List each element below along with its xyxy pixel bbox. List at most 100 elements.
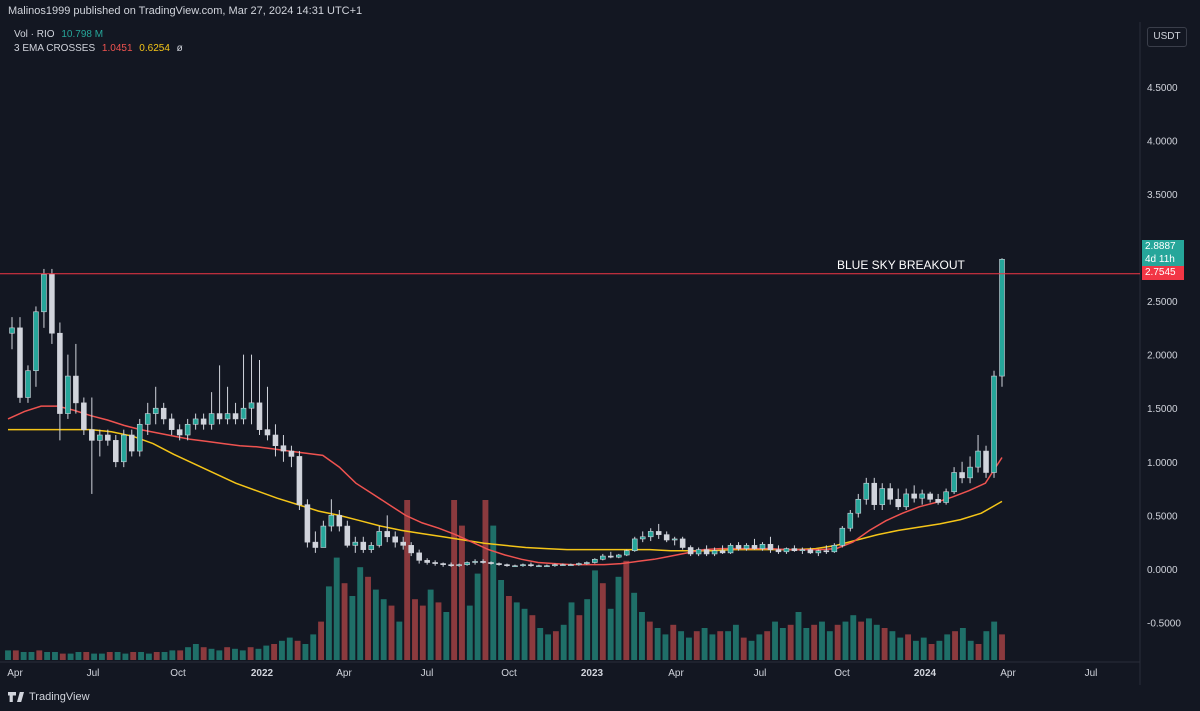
tradingview-brand[interactable]: TradingView	[8, 691, 90, 703]
candle-body	[152, 407, 159, 414]
volume-bar	[701, 628, 708, 660]
volume-bar	[192, 644, 199, 660]
candle-body	[911, 493, 917, 499]
candle-body	[887, 488, 894, 500]
currency-selector[interactable]: USDT	[1147, 27, 1187, 47]
volume-bar	[732, 624, 739, 660]
volume-bar	[529, 615, 536, 660]
volume-bar	[952, 631, 958, 660]
candle-body	[17, 327, 23, 398]
candle-body	[136, 423, 143, 452]
candle-body	[679, 538, 686, 548]
volume-bar	[169, 650, 176, 660]
candle-body	[943, 491, 949, 503]
candle-body	[81, 402, 87, 430]
candle-body	[304, 504, 311, 543]
volume-bar	[28, 652, 35, 660]
candle-body	[328, 515, 335, 527]
candle-body	[272, 434, 279, 447]
y-tick-label: 0.0000	[1147, 565, 1178, 576]
candle-body	[783, 548, 790, 553]
x-tick-label: Jul	[754, 668, 767, 679]
x-tick-label: Apr	[1000, 668, 1016, 679]
candle-body	[871, 482, 878, 505]
volume-bar	[106, 652, 113, 660]
volume-bar	[545, 634, 551, 660]
volume-bar	[826, 631, 833, 660]
ema-legend[interactable]: 3 EMA CROSSES 1.0451 0.6254 ø	[14, 43, 187, 54]
volume-bar	[842, 621, 849, 660]
ema-slow-value: 0.6254	[139, 43, 170, 54]
volume-bar	[239, 650, 246, 660]
candle-body	[424, 560, 430, 563]
volume-bar	[959, 628, 966, 660]
ema-fast-line-path	[7, 405, 1003, 566]
volume-bar	[866, 618, 872, 660]
volume-bar	[302, 644, 309, 660]
candle-body	[655, 531, 662, 535]
candle-body	[280, 445, 287, 452]
volume-bar	[388, 605, 395, 660]
candle-body	[799, 549, 806, 552]
volume-bar	[560, 624, 567, 660]
volume-bar	[568, 602, 575, 660]
volume-bar	[819, 621, 825, 660]
candle-body	[192, 418, 199, 425]
candle-body	[400, 541, 406, 546]
candle-body	[959, 472, 965, 479]
candle-body	[120, 434, 127, 463]
candle-body	[544, 565, 550, 568]
x-tick-label: 2022	[251, 668, 274, 679]
candle-body	[863, 482, 870, 500]
volume-bar	[991, 621, 998, 660]
volume-bar	[787, 624, 794, 660]
volume-bar	[208, 648, 215, 660]
candle-body	[208, 413, 215, 425]
candle-body	[416, 552, 422, 561]
price-axis-border	[0, 22, 1141, 685]
volume-bar	[122, 653, 129, 660]
volume-bar	[396, 621, 403, 660]
candle-body	[592, 558, 598, 563]
candle-body	[160, 407, 167, 420]
volume-bar	[967, 640, 974, 660]
candle-body	[312, 541, 319, 548]
volume-bar	[145, 653, 152, 660]
candle-body	[296, 456, 303, 505]
candle-body	[73, 375, 79, 404]
volume-bar	[67, 653, 74, 660]
volume-bar	[631, 592, 638, 660]
volume-bar	[709, 634, 716, 660]
candle-body	[224, 413, 231, 420]
volume-legend[interactable]: Vol · RIO 10.798 M	[14, 29, 107, 40]
candle-body	[560, 564, 566, 566]
candle-body	[623, 550, 630, 556]
volume-bar	[161, 652, 168, 660]
volume-bar	[685, 637, 692, 660]
volume-bar	[357, 567, 364, 660]
candle-body	[975, 450, 981, 468]
candle-body	[687, 547, 694, 555]
bar-countdown: 4d 11h	[1145, 254, 1175, 265]
candle-body	[951, 472, 957, 493]
volume-bar	[279, 640, 285, 660]
candle-body	[536, 565, 542, 568]
y-tick-label: 1.0000	[1147, 458, 1178, 469]
volume-bar	[850, 615, 857, 660]
volume-bar	[748, 640, 755, 660]
volume-bar	[482, 500, 489, 660]
ema-third-value: ø	[176, 43, 183, 54]
candle-body	[999, 258, 1005, 377]
volume-bar	[834, 624, 841, 660]
volume-bar	[224, 647, 231, 660]
candle-body	[9, 327, 15, 334]
level-price-tag: 2.7545	[1142, 266, 1184, 280]
candle-body	[520, 564, 526, 567]
volume-bar	[772, 621, 778, 660]
volume-bar	[185, 647, 191, 660]
volume-bar	[349, 596, 356, 660]
last-price-value: 2.8887	[1145, 241, 1176, 252]
volume-bar	[12, 650, 19, 660]
ema-slow-line-path	[8, 428, 1003, 552]
